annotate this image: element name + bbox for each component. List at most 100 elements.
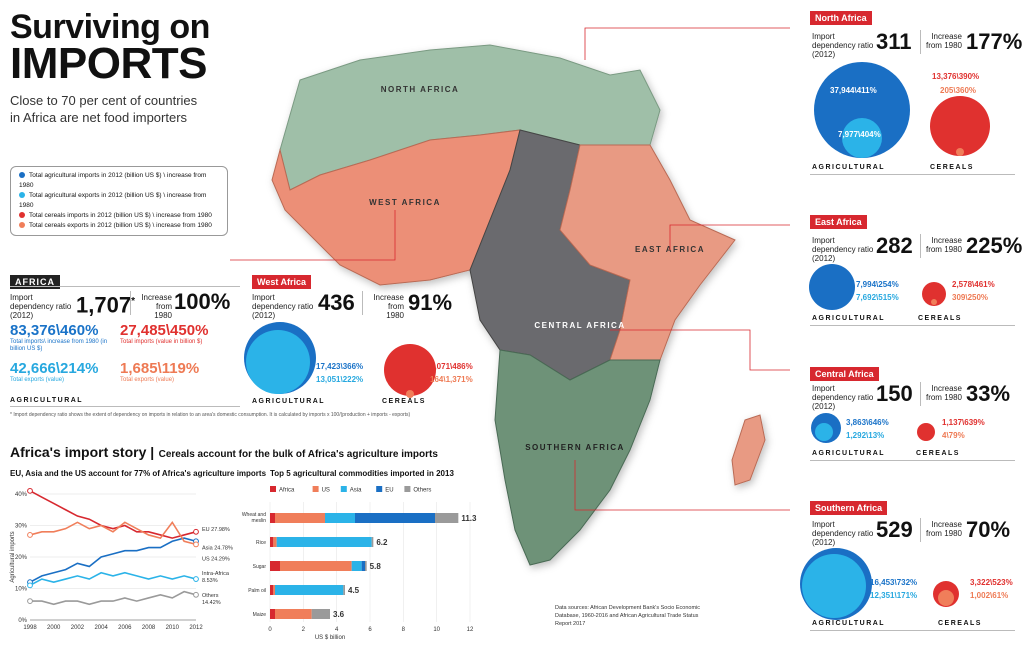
africa-inc-value: 100% [174, 289, 231, 314]
africa-tag: AFRICA [10, 275, 60, 289]
west-ag-exp: 13,051\222% [316, 375, 364, 384]
east-ag-exp: 7,692\515% [856, 293, 899, 302]
legend-dot-icon [19, 212, 25, 219]
series-end-value: 14.42% [202, 600, 221, 606]
southern-ag-imp: 16,453\732% [870, 578, 918, 587]
southern-ag-exp-circle [802, 554, 866, 618]
series-end-point [193, 591, 199, 598]
series-line [29, 490, 197, 539]
legend-dot-icon [19, 192, 25, 199]
east-tag: East Africa [810, 215, 867, 229]
title-line2: IMPORTS [10, 39, 207, 88]
bar-segment [276, 537, 372, 547]
legend-swatch [312, 486, 319, 492]
east-panel: East Africa [810, 212, 867, 230]
x-tick-label: 2006 [118, 625, 132, 631]
east-ce-imp-circle [922, 282, 946, 306]
category-label: Rice [256, 540, 266, 546]
category-label: Sugar [253, 564, 267, 570]
central-ag-exp: 1,292\13% [846, 431, 885, 440]
north-ag-imp-circle [814, 62, 910, 158]
east-ce-exp-circle [931, 299, 937, 305]
legend-swatch [404, 486, 411, 492]
leader-line-central [610, 329, 790, 371]
category-label: Wheat and [242, 512, 266, 518]
north-ce-exp: 205\360% [940, 86, 977, 95]
bar-segment [325, 513, 355, 523]
bar-segment [275, 585, 344, 595]
north-ce-imp: 13,376\390% [932, 72, 980, 81]
africa-inc-label: Increase from 1980 [141, 293, 172, 320]
central-circles [811, 413, 935, 443]
east-ag-imp: 7,994\254% [856, 280, 899, 289]
category-label: meslin [252, 518, 267, 524]
north-panel: North Africa [810, 8, 872, 26]
series-end-point [193, 576, 199, 582]
y-axis-label: Agricultural imports [10, 531, 16, 582]
legend-swatch [340, 486, 347, 492]
east-dep-label: Import dependency ratio (2012) [812, 236, 874, 263]
africa-ce-imports: 27,485\450% Total imports (value in bill… [120, 322, 209, 345]
leader-line-southern [574, 460, 790, 511]
legend-label: Asia [350, 488, 362, 494]
north-dep-label: Import dependency ratio (2012) [812, 32, 874, 59]
southern-ce-imp: 3,322\523% [970, 578, 1013, 587]
southern-dep-label: Import dependency ratio (2012) [812, 520, 874, 547]
north-ce-caps: CEREALS [930, 164, 974, 171]
bar-total-label: 11.3 [461, 514, 477, 523]
series-end-label: EU 27.98% [202, 527, 230, 533]
bar-segment [270, 537, 274, 547]
north-ce-imp-circle [930, 96, 990, 156]
bar-segment [270, 585, 274, 595]
title-line1: Surviving on [10, 8, 210, 46]
x-tick-label: 2 [302, 627, 306, 633]
west-ce-exp-circle [406, 390, 414, 398]
x-tick-label: 2004 [94, 625, 108, 631]
central-ce-imp: 1,137\639% [942, 418, 985, 427]
north-ag-caps: AGRICULTURAL [812, 164, 886, 171]
north-ag-exp-circle [842, 118, 882, 158]
bar-segment [270, 609, 275, 619]
category-label: Maize [253, 612, 267, 618]
bar-segment [351, 561, 362, 571]
legend-item: Total agricultural exports in 2012 (bill… [19, 191, 219, 211]
africa-map: NORTH AFRICA WEST AFRICA EAST AFRICA CEN… [230, 27, 790, 566]
map-label-west: WEST AFRICA [369, 198, 441, 207]
series-line [29, 537, 197, 583]
west-ce-imp-circle [384, 344, 436, 396]
x-tick-label: 1998 [23, 625, 37, 631]
series-start-point [27, 532, 33, 538]
x-tick-label: 2012 [189, 625, 203, 631]
west-ce-imp: 7,071\486% [430, 362, 473, 371]
y-tick-label: 30% [15, 524, 28, 530]
legend-swatch [270, 486, 276, 492]
east-ag-caps: AGRICULTURAL [812, 315, 886, 322]
africa-dep-label: Import dependency ratio (2012) [10, 293, 72, 320]
east-ce-exp: 309\250% [952, 293, 989, 302]
legend-label: EU [385, 488, 393, 494]
north-dep: 311 [876, 29, 912, 54]
line-chart: 0% 10% 20% 30% 40% 1998 2000 2002 2004 2006 2008 20… [10, 487, 233, 631]
legend-swatch [376, 486, 383, 492]
x-tick-label: 2010 [166, 625, 180, 631]
east-inc: 225% [966, 233, 1023, 258]
series-start-point [27, 582, 33, 589]
legend-text: Total agricultural exports in 2012 (bill… [19, 192, 207, 209]
bar-segment [273, 585, 275, 595]
bar-total-label: 6.2 [376, 538, 388, 547]
legend-item: Total cereals imports in 2012 (billion U… [19, 211, 219, 221]
x-tick-label: 2008 [142, 625, 156, 631]
east-ce-imp: 2,578\461% [952, 280, 995, 289]
africa-dep-value: 1,707* [76, 292, 135, 318]
east-dep: 282 [876, 233, 913, 258]
southern-tag: Southern Africa [810, 501, 888, 515]
section-subtitle: Cereals account for the bulk of Africa's… [158, 449, 438, 460]
x-tick-label: 4 [335, 627, 339, 633]
southern-dep: 529 [876, 517, 913, 542]
east-ag-imp-circle [809, 264, 855, 310]
subtitle: Close to 70 per cent of countries in Afr… [10, 93, 198, 125]
southern-circles [800, 548, 959, 620]
west-ce-caps: CEREALS [382, 398, 426, 405]
series-start-point [27, 598, 33, 604]
bar-segment [371, 537, 374, 547]
